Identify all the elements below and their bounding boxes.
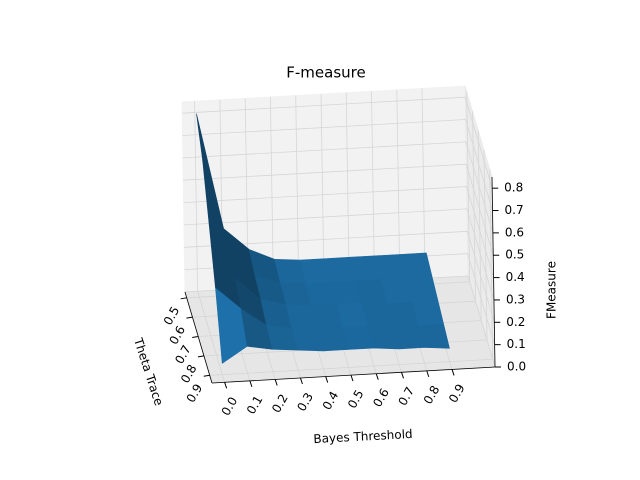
z-tick-label: 0.8	[504, 181, 523, 195]
z-tick-label: 0.1	[507, 337, 526, 351]
grid-line	[183, 208, 495, 301]
x-tick-label: 0.6	[370, 386, 392, 410]
x-tick-label: 0.5	[345, 387, 367, 411]
z-tick-label: 0.4	[506, 270, 525, 284]
tick-mark	[375, 373, 379, 380]
x-tick-label: 0.0	[219, 395, 241, 419]
tick-mark	[192, 336, 199, 339]
grid-line	[182, 96, 493, 189]
grid-line	[183, 186, 494, 278]
tick-mark	[451, 369, 455, 376]
surface-patch	[412, 300, 445, 327]
x-tick-label: 0.2	[269, 392, 291, 416]
axis-line	[491, 176, 496, 368]
tick-mark	[197, 355, 205, 358]
tick-mark	[350, 374, 354, 382]
z-tick-label: 0.6	[505, 225, 524, 239]
surface-patch	[400, 252, 433, 279]
tick-mark	[299, 377, 303, 385]
grid-line	[183, 163, 494, 256]
x-tick-label: 0.7	[395, 385, 417, 409]
y-tick-label: 0.6	[166, 323, 188, 347]
z-tick-label: 0.7	[505, 203, 524, 217]
x-tick-label: 0.9	[446, 382, 468, 406]
z-axis-label: FMeasure	[545, 261, 559, 319]
z-tick-label: 0.2	[506, 315, 525, 329]
tick-mark	[186, 316, 193, 319]
tick-mark	[274, 379, 278, 386]
grid-line	[182, 119, 493, 211]
tick-mark	[249, 380, 253, 388]
y-axis-label: Theta Trace	[131, 335, 166, 407]
y-tick-label: 0.9	[184, 382, 206, 406]
surface-patch	[418, 324, 450, 349]
axis-line	[184, 291, 213, 384]
tick-mark	[325, 376, 329, 383]
y-tick-label: 0.7	[172, 343, 194, 367]
x-tick-label: 0.8	[421, 383, 443, 407]
y-tick-label: 0.5	[161, 304, 183, 328]
axis-line	[211, 366, 496, 384]
tick-mark	[401, 372, 404, 379]
grid-line	[184, 230, 495, 323]
x-tick-label: 0.3	[294, 390, 316, 414]
x-tick-label: 0.4	[320, 389, 342, 413]
tick-mark	[203, 374, 210, 377]
surface-patch	[406, 276, 439, 303]
grid-line	[182, 141, 494, 234]
z-tick-label: 0.3	[506, 292, 525, 306]
z-tick-label: 0.5	[505, 248, 524, 262]
x-tick-label: 0.1	[244, 393, 266, 417]
y-tick-label: 0.8	[178, 362, 200, 386]
chart-title: F-measure	[286, 64, 365, 82]
tick-mark	[224, 382, 228, 389]
tick-mark	[180, 297, 187, 300]
x-axis-label: Bayes Threshold	[313, 427, 413, 446]
tick-mark	[426, 370, 430, 378]
z-tick-label: 0.0	[507, 360, 526, 374]
